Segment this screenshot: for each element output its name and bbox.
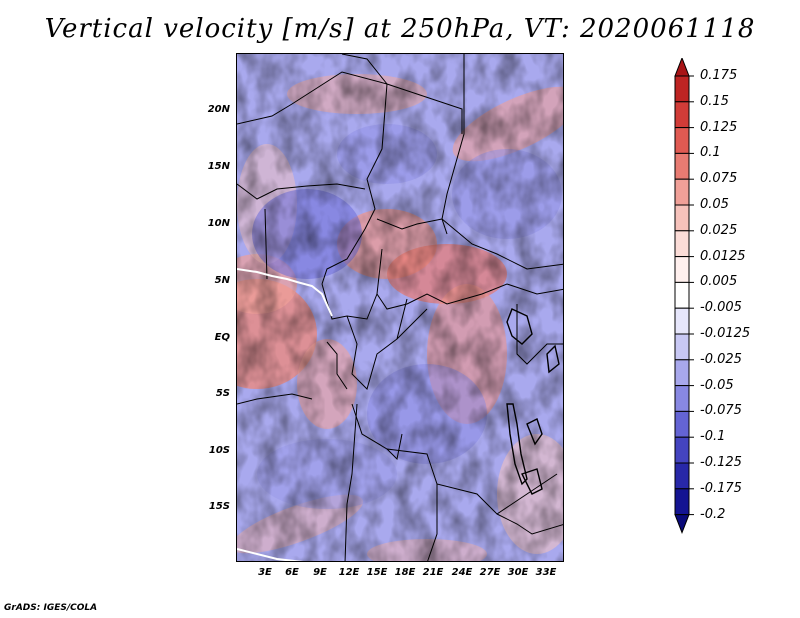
colorbar-segment (674, 75, 690, 103)
colorbar (674, 58, 694, 534)
colorbar-segment (674, 281, 690, 309)
colorbar-label: 0.0125 (700, 248, 746, 264)
colorbar-label: 0.05 (700, 197, 729, 212)
lake-outlines (506, 308, 560, 495)
map-plot (237, 54, 563, 561)
colorbar-label: 0.005 (700, 274, 738, 290)
colorbar-segment (674, 514, 690, 534)
field-texture (237, 54, 563, 561)
colorbar-segment (674, 333, 690, 361)
lon-label-27E: 27E (479, 567, 501, 578)
coastline (237, 268, 333, 561)
lat-label-5N: 5N (214, 275, 230, 286)
lat-label-20N: 20N (207, 104, 230, 115)
colorbar-label: 0.175 (700, 68, 738, 83)
colorbar-label: -0.005 (700, 300, 742, 316)
colorbar-label: -0.175 (700, 480, 742, 496)
colorbar-label: -0.1 (700, 429, 726, 445)
lat-label-5S: 5S (215, 388, 230, 399)
lon-label-18E: 18E (394, 567, 416, 578)
lon-label-30E: 30E (507, 567, 529, 578)
lat-label-10N: 10N (207, 218, 230, 229)
lat-label-10S: 10S (208, 445, 230, 456)
colorbar-segment (674, 256, 690, 283)
lon-label-21E: 21E (422, 567, 444, 578)
colorbar-label: -0.075 (700, 403, 742, 419)
velocity-map (236, 53, 564, 562)
colorbar-segment (674, 152, 690, 180)
colorbar-segment (674, 462, 690, 490)
colorbar-segment (674, 385, 690, 412)
lat-label-15N: 15N (207, 161, 230, 172)
colorbar-segment (674, 436, 690, 464)
chart-title: Vertical velocity [m/s] at 250hPa, VT: 2… (44, 14, 756, 44)
colorbar-segment (674, 307, 690, 335)
grads-credit: GrADS: IGES/COLA (4, 603, 98, 613)
colorbar-label: -0.0125 (700, 326, 751, 341)
colorbar-segment (674, 410, 690, 438)
lon-label-9E: 9E (313, 567, 327, 578)
lon-label-33E: 33E (535, 567, 557, 578)
colorbar-segment (674, 488, 690, 516)
colorbar-label: -0.2 (700, 506, 726, 522)
lat-label-EQ: EQ (214, 332, 230, 343)
colorbar-label: -0.125 (700, 455, 742, 470)
colorbar-segment (674, 127, 690, 154)
lon-label-24E: 24E (451, 567, 473, 578)
colorbar-segment (674, 58, 690, 77)
colorbar-label: -0.05 (700, 377, 734, 393)
colorbar-label: 0.15 (700, 93, 729, 109)
lon-label-3E: 3E (258, 567, 272, 578)
colorbar-label: 0.1 (700, 145, 721, 161)
colorbar-segment (674, 178, 690, 206)
colorbar-segment (674, 204, 690, 232)
lat-label-15S: 15S (208, 501, 230, 512)
colorbar-label: 0.125 (700, 119, 738, 135)
colorbar-segment (674, 230, 690, 258)
colorbar-label: -0.025 (700, 351, 742, 367)
country-borders (237, 54, 563, 561)
lon-label-15E: 15E (366, 567, 388, 578)
colorbar-segment (674, 359, 690, 387)
colorbar-label: 0.025 (700, 222, 738, 238)
colorbar-segment (674, 101, 690, 129)
colorbar-label: 0.075 (700, 171, 738, 187)
lon-label-12E: 12E (338, 567, 360, 578)
lon-label-6E: 6E (285, 567, 299, 578)
